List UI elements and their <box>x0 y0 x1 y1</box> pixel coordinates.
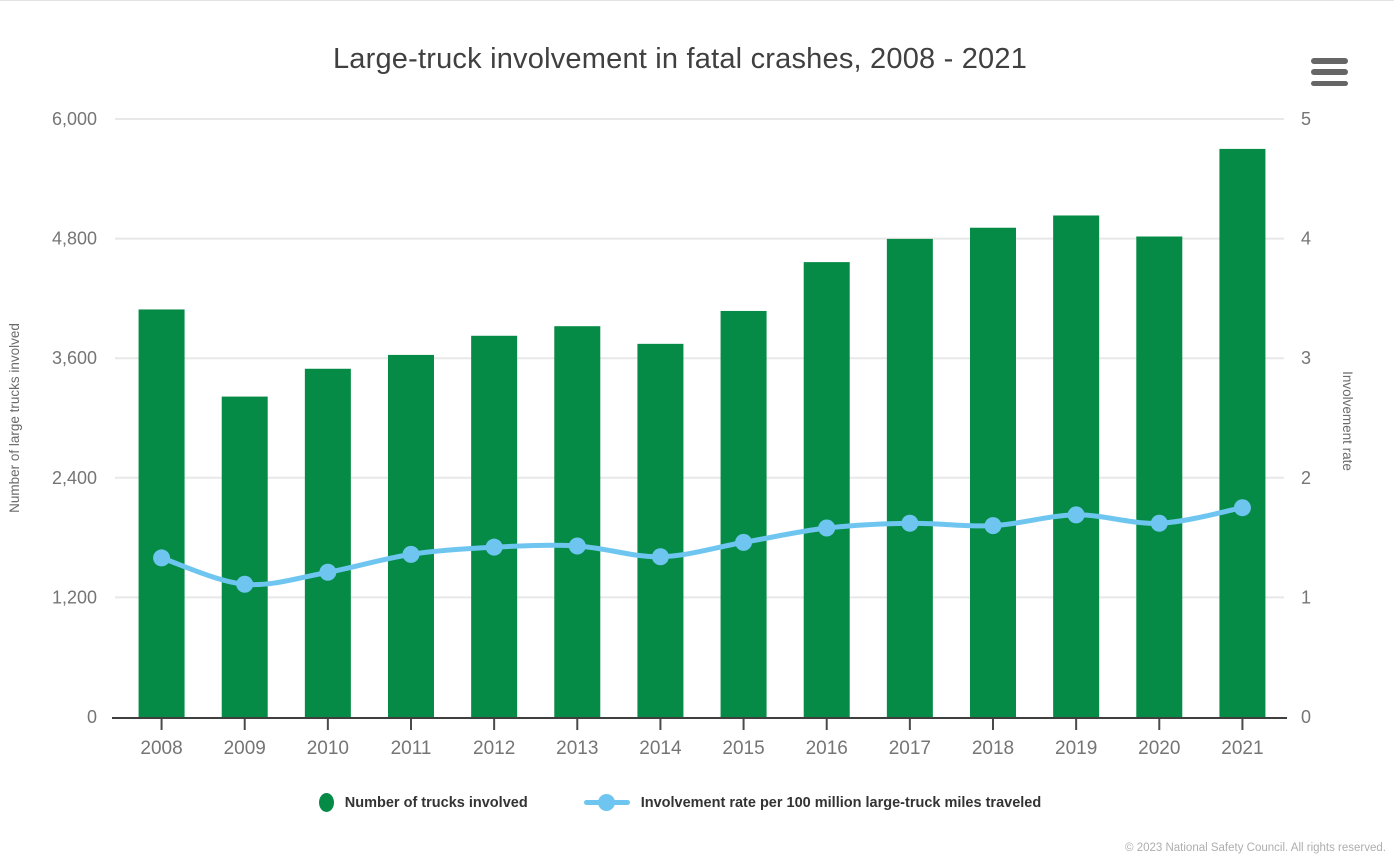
right-axis-label-1: 1 <box>1301 587 1311 607</box>
left-axis-label-1,200: 1,200 <box>52 587 97 607</box>
bar-2008[interactable] <box>138 309 185 717</box>
legend-item-rate[interactable]: Involvement rate per 100 million large-t… <box>583 793 1042 812</box>
x-axis-label-2012: 2012 <box>473 738 515 759</box>
x-axis-label-2016: 2016 <box>806 738 848 759</box>
rate-point-2013[interactable] <box>568 537 586 555</box>
x-axis-label-2010: 2010 <box>307 738 349 759</box>
rate-point-2014[interactable] <box>651 548 669 566</box>
left-axis-label-2,400: 2,400 <box>52 468 97 488</box>
rate-point-2021[interactable] <box>1233 499 1251 517</box>
bar-2010[interactable] <box>304 368 351 717</box>
rate-point-2011[interactable] <box>402 545 420 563</box>
right-axis-label-2: 2 <box>1301 468 1311 488</box>
right-axis-label-3: 3 <box>1301 348 1311 368</box>
x-axis-label-2009: 2009 <box>224 738 266 759</box>
left-axis-label-6,000: 6,000 <box>52 109 97 129</box>
bar-2016[interactable] <box>803 262 850 717</box>
rate-point-2009[interactable] <box>236 575 254 593</box>
x-axis-label-2011: 2011 <box>391 738 432 759</box>
rate-point-2015[interactable] <box>735 533 753 551</box>
chart-context-menu-button[interactable] <box>1311 58 1348 86</box>
bar-2009[interactable] <box>221 396 268 717</box>
x-axis-label-2014: 2014 <box>639 738 682 759</box>
rate-point-2012[interactable] <box>485 538 503 556</box>
right-axis-title: Involvement rate <box>1340 371 1355 471</box>
x-axis-label-2021: 2021 <box>1221 738 1263 759</box>
legend-item-trucks[interactable]: Number of trucks involved <box>318 793 528 812</box>
rate-point-2016[interactable] <box>818 519 836 537</box>
hamburger-icon <box>1311 58 1348 64</box>
right-axis-label-0: 0 <box>1301 707 1311 727</box>
rate-point-2018[interactable] <box>984 517 1002 535</box>
rate-point-2019[interactable] <box>1067 506 1085 524</box>
legend-label: Number of trucks involved <box>344 794 528 811</box>
bar-2021[interactable] <box>1219 148 1266 717</box>
rate-point-2008[interactable] <box>153 549 171 567</box>
bar-2014[interactable] <box>637 343 684 717</box>
legend: Number of trucks involved Involvement ra… <box>0 793 1394 812</box>
bar-series-marker-icon <box>318 793 334 812</box>
bar-2017[interactable] <box>886 238 933 718</box>
legend-label: Involvement rate per 100 million large-t… <box>640 794 1042 811</box>
hamburger-icon <box>1311 69 1348 75</box>
chart-plot-area: 0 1,200 2,400 3,600 4,800 6,000 0 1 2 3 4 5 2008 2009… <box>52 109 1311 759</box>
left-axis-title: Number of large trucks involved <box>7 323 22 513</box>
x-axis-label-2008: 2008 <box>140 738 182 759</box>
bar-2018[interactable] <box>970 227 1016 717</box>
x-axis-label-2020: 2020 <box>1138 738 1180 759</box>
x-axis-label-2017: 2017 <box>889 738 931 759</box>
rate-point-2010[interactable] <box>319 563 337 581</box>
line-series-marker-icon <box>583 793 630 812</box>
bar-2011[interactable] <box>388 354 434 717</box>
rate-point-2017[interactable] <box>901 514 919 532</box>
bar-2019[interactable] <box>1053 215 1100 717</box>
x-axis-label-2015: 2015 <box>722 738 764 759</box>
left-axis-label-4,800: 4,800 <box>52 229 97 249</box>
right-axis-label-5: 5 <box>1301 109 1311 129</box>
left-axis-label-0: 0 <box>87 707 97 727</box>
copyright-notice: © 2023 National Safety Council. All righ… <box>1125 842 1386 854</box>
hamburger-icon <box>1311 80 1348 86</box>
chart-title: Large-truck involvement in fatal crashes… <box>332 43 1028 75</box>
bar-2015[interactable] <box>720 310 767 717</box>
bar-2020[interactable] <box>1136 236 1183 717</box>
x-axis-label-2019: 2019 <box>1055 738 1097 759</box>
right-axis-label-4: 4 <box>1301 229 1311 249</box>
bar-2012[interactable] <box>471 335 518 717</box>
x-axis-label-2018: 2018 <box>972 738 1014 759</box>
bar-2013[interactable] <box>554 326 601 717</box>
left-axis-label-3,600: 3,600 <box>52 348 97 368</box>
rate-point-2020[interactable] <box>1150 514 1168 532</box>
x-axis-label-2013: 2013 <box>556 738 598 759</box>
